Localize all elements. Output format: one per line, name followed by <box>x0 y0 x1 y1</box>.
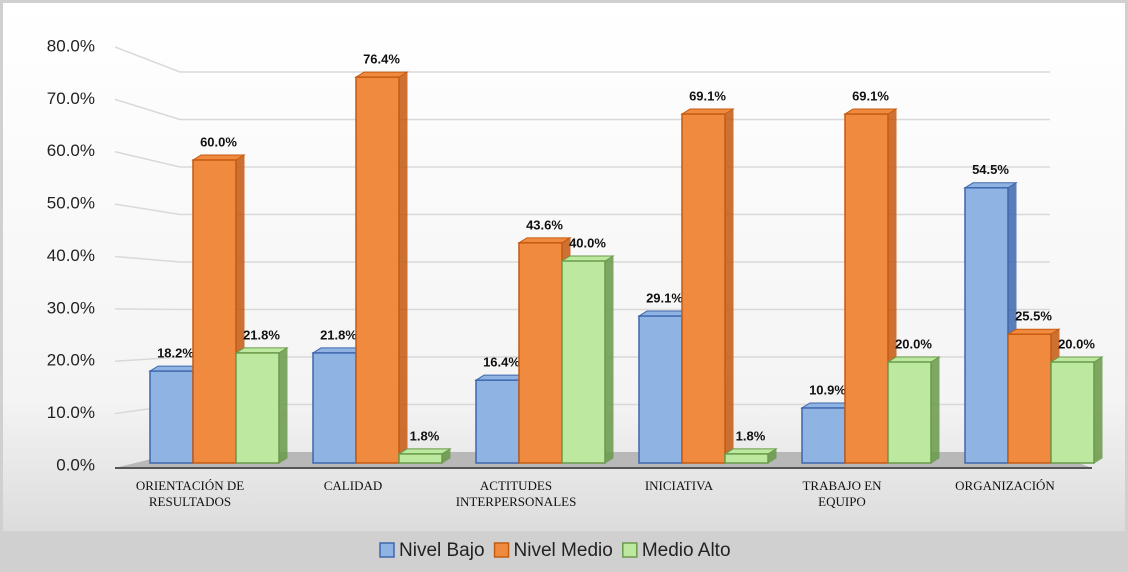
bar <box>234 347 289 464</box>
bar-side <box>930 356 940 464</box>
x-tick-line: ORGANIZACIÓN <box>955 478 1055 493</box>
bar-front <box>561 260 606 464</box>
bar-front <box>235 352 280 464</box>
x-tick-label: TRABAJO EN EQUIPO <box>802 478 882 509</box>
grid-line <box>114 203 1050 216</box>
value-label: 60.0% <box>200 134 237 149</box>
legend-swatch <box>622 542 638 558</box>
grid-line <box>114 356 1050 362</box>
x-tick-line: ORIENTACIÓN DE <box>136 478 244 493</box>
legend-label: Medio Alto <box>642 540 731 561</box>
value-label: 20.0% <box>895 336 932 351</box>
bar-front <box>149 370 194 464</box>
bar-front <box>801 407 846 464</box>
bar-side <box>398 71 408 464</box>
y-tick-label: 80.0% <box>47 36 95 55</box>
x-tick-line: EQUIPO <box>818 494 866 509</box>
bar-front <box>638 315 683 464</box>
grid-line <box>114 308 1050 311</box>
y-tick-label: 10.0% <box>47 403 95 422</box>
bar-top <box>723 448 778 455</box>
legend-label: Nivel Medio <box>514 540 613 561</box>
bar <box>680 108 735 464</box>
value-label: 25.5% <box>1015 309 1052 324</box>
bar-front <box>681 113 726 464</box>
value-label: 40.0% <box>569 235 606 250</box>
value-label: 18.2% <box>157 346 194 361</box>
x-tick-label: INICIATIVA <box>645 478 714 493</box>
value-label: 21.8% <box>320 327 357 342</box>
value-label: 1.8% <box>410 428 440 443</box>
x-tick-label: CALIDAD <box>324 478 383 493</box>
bar-front <box>887 361 932 464</box>
bar-front <box>964 187 1009 464</box>
bar-top <box>963 182 1018 189</box>
grid-line <box>114 46 1050 73</box>
x-tick-line: RESULTADOS <box>149 494 231 509</box>
bar-front <box>1050 361 1095 464</box>
bar-front <box>844 113 889 464</box>
grid-line <box>114 151 1050 168</box>
bar <box>354 71 409 464</box>
x-tick-line: INICIATIVA <box>645 478 714 493</box>
y-tick-label: 40.0% <box>47 246 95 265</box>
bar-front <box>398 453 443 464</box>
grid-line <box>114 255 1050 263</box>
bar-front <box>312 352 357 464</box>
x-tick-line: ACTITUDES <box>480 478 552 493</box>
y-tick-label: 0.0% <box>56 455 95 474</box>
bar <box>397 448 452 464</box>
bar <box>1049 356 1104 464</box>
grid-line <box>114 98 1050 121</box>
x-tick-line: INTERPERSONALES <box>456 494 577 509</box>
value-label: 29.1% <box>646 290 683 305</box>
value-label: 69.1% <box>689 88 726 103</box>
bar-top <box>397 448 452 455</box>
x-tick-label: ORGANIZACIÓN <box>955 478 1055 493</box>
bar-front <box>724 453 769 464</box>
value-label: 69.1% <box>852 88 889 103</box>
bar-front <box>475 379 520 464</box>
x-tick-label: ORIENTACIÓN DE RESULTADOS <box>136 478 244 509</box>
legend-label: Nivel Bajo <box>399 540 485 561</box>
bar <box>560 255 615 464</box>
value-label: 21.8% <box>243 327 280 342</box>
bar-top <box>234 347 289 354</box>
y-tick-label: 30.0% <box>47 298 95 317</box>
bar <box>723 448 778 464</box>
y-tick-label: 70.0% <box>47 89 95 108</box>
value-label: 10.9% <box>809 382 846 397</box>
bar <box>886 356 941 464</box>
value-label: 54.5% <box>972 162 1009 177</box>
value-label: 76.4% <box>363 52 400 67</box>
bar-side <box>278 347 288 464</box>
bar <box>963 181 1018 464</box>
x-tick-line: TRABAJO EN <box>802 478 882 493</box>
bar-side <box>1093 356 1103 464</box>
x-tick-line: CALIDAD <box>324 478 383 493</box>
bar-front <box>518 242 563 464</box>
legend-swatch <box>493 542 510 558</box>
y-tick-label: 60.0% <box>47 141 95 160</box>
value-label: 16.4% <box>483 355 520 370</box>
value-label: 1.8% <box>736 428 766 443</box>
bar-front <box>192 159 237 464</box>
x-tick-label: ACTITUDES INTERPERSONALES <box>456 478 577 509</box>
y-tick-label: 20.0% <box>47 351 95 370</box>
bar-side <box>604 255 614 464</box>
value-label: 20.0% <box>1058 336 1095 351</box>
bar-side <box>724 108 734 464</box>
legend-swatch <box>379 542 395 558</box>
bar-front <box>355 76 400 464</box>
value-label: 43.6% <box>526 217 563 232</box>
y-tick-label: 50.0% <box>47 194 95 213</box>
bar-front <box>1007 333 1052 464</box>
